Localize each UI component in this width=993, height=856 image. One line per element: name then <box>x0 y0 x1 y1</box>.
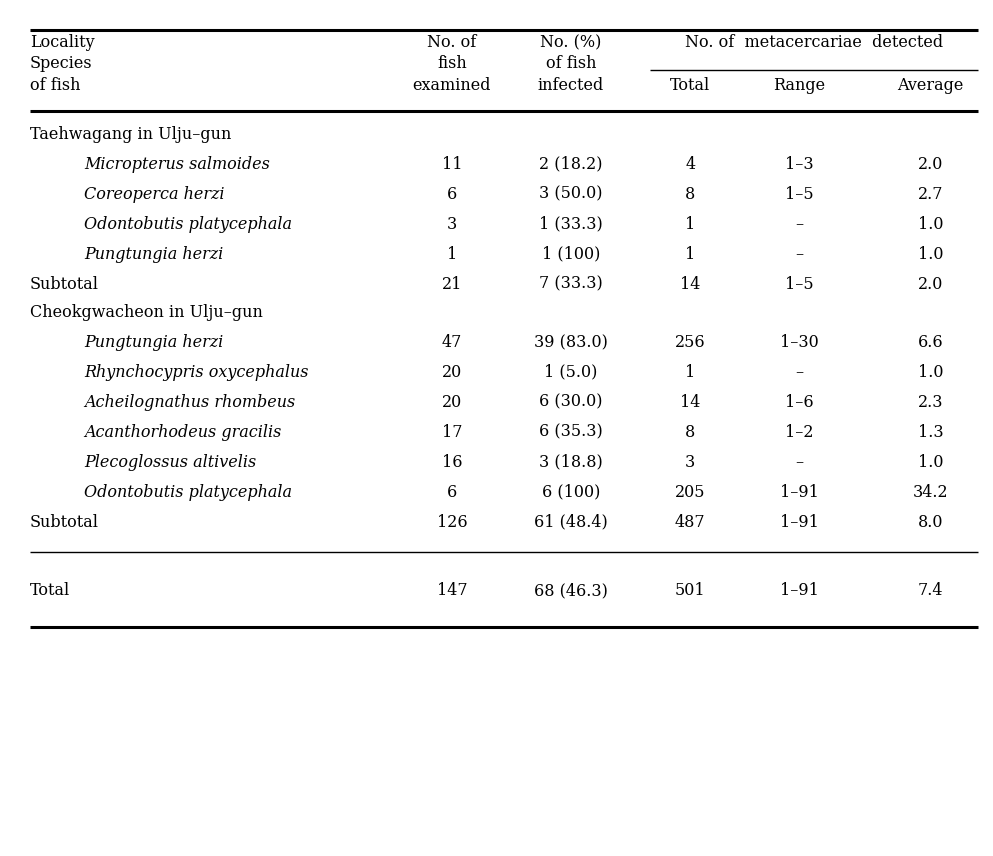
Text: Pungtungia herzi: Pungtungia herzi <box>84 246 223 263</box>
Text: 14: 14 <box>680 276 700 293</box>
Text: 3 (50.0): 3 (50.0) <box>539 186 603 203</box>
Text: 34.2: 34.2 <box>913 484 948 501</box>
Text: 61 (48.4): 61 (48.4) <box>534 514 608 531</box>
Text: No. of: No. of <box>427 34 477 51</box>
Text: Odontobutis platycephala: Odontobutis platycephala <box>84 484 292 501</box>
Text: fish: fish <box>437 55 467 72</box>
Text: 8: 8 <box>685 186 695 203</box>
Text: Taehwagang in Ulju–gun: Taehwagang in Ulju–gun <box>30 126 231 143</box>
Text: 3: 3 <box>685 454 695 471</box>
Text: 1: 1 <box>685 246 695 263</box>
Text: 2.3: 2.3 <box>918 394 943 411</box>
Text: infected: infected <box>538 77 604 94</box>
Text: 68 (46.3): 68 (46.3) <box>534 582 608 599</box>
Text: 14: 14 <box>680 394 700 411</box>
Text: Subtotal: Subtotal <box>30 514 98 531</box>
Text: of fish: of fish <box>30 77 80 94</box>
Text: 6 (35.3): 6 (35.3) <box>539 424 603 441</box>
Text: 11: 11 <box>442 156 462 173</box>
Text: Acanthorhodeus gracilis: Acanthorhodeus gracilis <box>84 424 282 441</box>
Text: 256: 256 <box>675 334 705 351</box>
Text: examined: examined <box>412 77 492 94</box>
Text: 1.0: 1.0 <box>918 364 943 381</box>
Text: 20: 20 <box>442 394 462 411</box>
Text: 1.0: 1.0 <box>918 246 943 263</box>
Text: 7 (33.3): 7 (33.3) <box>539 276 603 293</box>
Text: –: – <box>795 216 803 233</box>
Text: 1–5: 1–5 <box>785 186 813 203</box>
Text: Plecoglossus altivelis: Plecoglossus altivelis <box>84 454 256 471</box>
Text: 1.0: 1.0 <box>918 454 943 471</box>
Text: 1.3: 1.3 <box>918 424 943 441</box>
Text: 6 (100): 6 (100) <box>542 484 600 501</box>
Text: 1–2: 1–2 <box>785 424 813 441</box>
Text: Total: Total <box>670 77 710 94</box>
Text: Total: Total <box>30 582 71 599</box>
Text: Average: Average <box>898 77 963 94</box>
Text: Locality: Locality <box>30 34 94 51</box>
Text: 6: 6 <box>447 186 457 203</box>
Text: 1–91: 1–91 <box>780 582 819 599</box>
Text: 1: 1 <box>447 246 457 263</box>
Text: 21: 21 <box>442 276 462 293</box>
Text: 20: 20 <box>442 364 462 381</box>
Text: 501: 501 <box>675 582 705 599</box>
Text: 1–6: 1–6 <box>785 394 813 411</box>
Text: Range: Range <box>774 77 825 94</box>
Text: Subtotal: Subtotal <box>30 276 98 293</box>
Text: 17: 17 <box>442 424 462 441</box>
Text: 2.0: 2.0 <box>918 156 943 173</box>
Text: No. (%): No. (%) <box>540 34 602 51</box>
Text: Pungtungia herzi: Pungtungia herzi <box>84 334 223 351</box>
Text: 1 (100): 1 (100) <box>542 246 600 263</box>
Text: –: – <box>795 246 803 263</box>
Text: 1: 1 <box>685 216 695 233</box>
Text: 1–30: 1–30 <box>780 334 819 351</box>
Text: 16: 16 <box>442 454 462 471</box>
Text: 487: 487 <box>675 514 705 531</box>
Text: Cheokgwacheon in Ulju–gun: Cheokgwacheon in Ulju–gun <box>30 304 263 321</box>
Text: 1 (5.0): 1 (5.0) <box>544 364 598 381</box>
Text: –: – <box>795 454 803 471</box>
Text: 2 (18.2): 2 (18.2) <box>539 156 603 173</box>
Text: 6: 6 <box>447 484 457 501</box>
Text: 39 (83.0): 39 (83.0) <box>534 334 608 351</box>
Text: Coreoperca herzi: Coreoperca herzi <box>84 186 224 203</box>
Text: 6.6: 6.6 <box>918 334 943 351</box>
Text: Micropterus salmoides: Micropterus salmoides <box>84 156 270 173</box>
Text: 1 (33.3): 1 (33.3) <box>539 216 603 233</box>
Text: Species: Species <box>30 55 92 72</box>
Text: 1–91: 1–91 <box>780 514 819 531</box>
Text: 205: 205 <box>675 484 705 501</box>
Text: 4: 4 <box>685 156 695 173</box>
Text: 2.7: 2.7 <box>918 186 943 203</box>
Text: 1–3: 1–3 <box>785 156 813 173</box>
Text: 8: 8 <box>685 424 695 441</box>
Text: 2.0: 2.0 <box>918 276 943 293</box>
Text: 1–91: 1–91 <box>780 484 819 501</box>
Text: 1: 1 <box>685 364 695 381</box>
Text: 3: 3 <box>447 216 457 233</box>
Text: –: – <box>795 364 803 381</box>
Text: Acheilognathus rhombeus: Acheilognathus rhombeus <box>84 394 296 411</box>
Text: Rhynchocypris oxycephalus: Rhynchocypris oxycephalus <box>84 364 309 381</box>
Text: Odontobutis platycephala: Odontobutis platycephala <box>84 216 292 233</box>
Text: 1–5: 1–5 <box>785 276 813 293</box>
Text: of fish: of fish <box>546 55 596 72</box>
Text: 6 (30.0): 6 (30.0) <box>539 394 603 411</box>
Text: 147: 147 <box>437 582 467 599</box>
Text: 3 (18.8): 3 (18.8) <box>539 454 603 471</box>
Text: 126: 126 <box>437 514 467 531</box>
Text: 8.0: 8.0 <box>918 514 943 531</box>
Text: 1.0: 1.0 <box>918 216 943 233</box>
Text: 47: 47 <box>442 334 462 351</box>
Text: 7.4: 7.4 <box>918 582 943 599</box>
Text: No. of  metacercariae  detected: No. of metacercariae detected <box>685 34 943 51</box>
